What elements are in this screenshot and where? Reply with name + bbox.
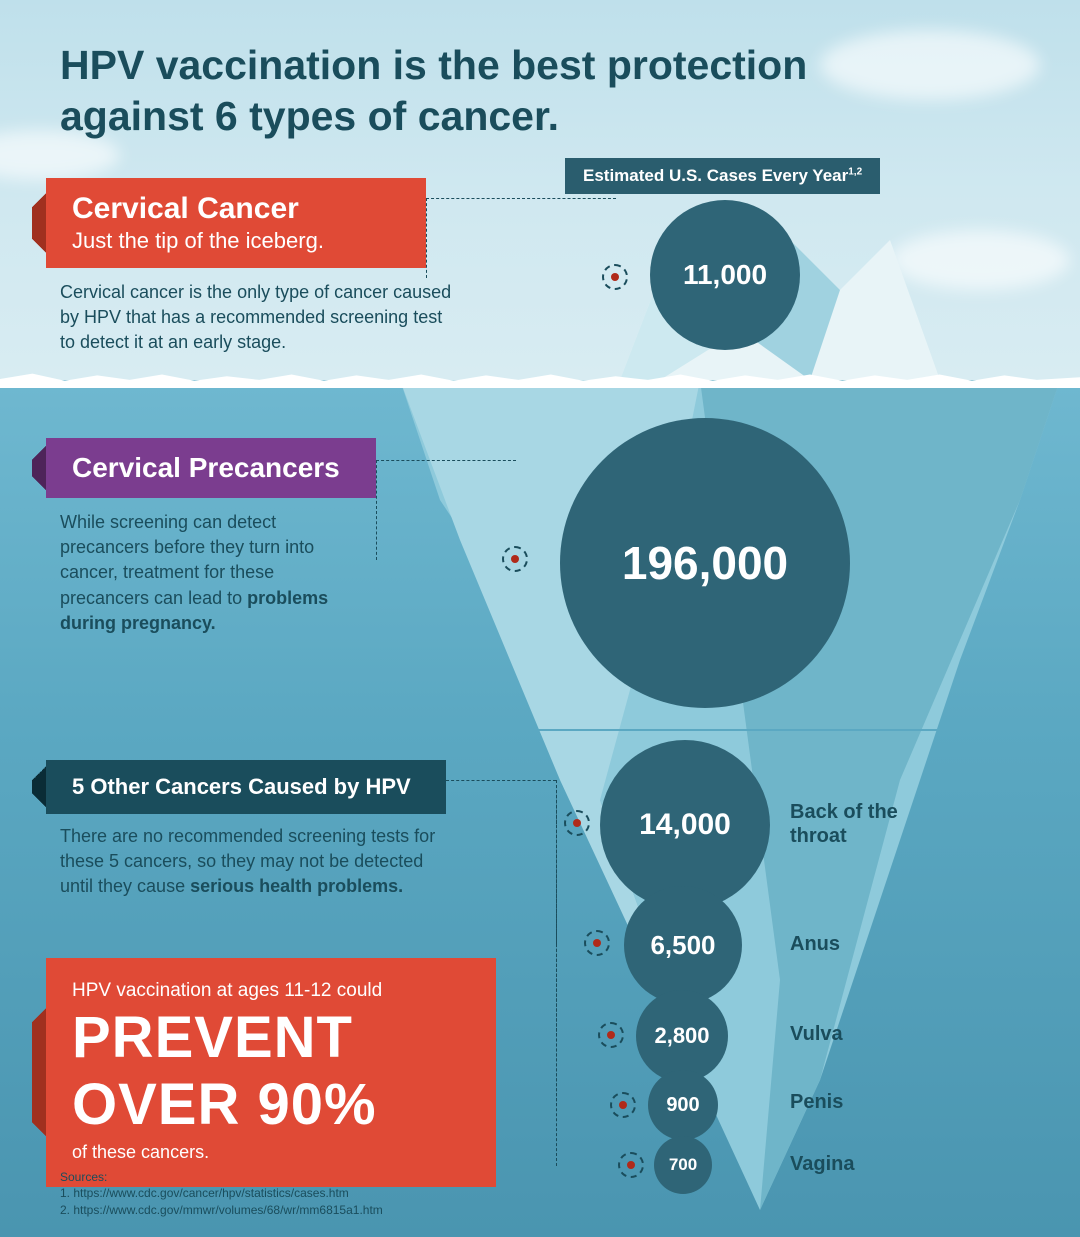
connector-line: [556, 780, 630, 1166]
precancers-heading: Cervical Precancers: [72, 452, 354, 484]
other-label-vagina: Vagina: [790, 1152, 854, 1176]
other-value-throat: 14,000: [639, 808, 731, 842]
estimate-label: Estimated U.S. Cases Every Year1,2: [565, 158, 880, 194]
cervical-cancer-value: 11,000: [683, 259, 767, 291]
other-value-penis: 900: [666, 1094, 699, 1117]
other-label-anus: Anus: [790, 932, 840, 956]
sources-heading: Sources:: [60, 1169, 383, 1186]
prevent-callout: HPV vaccination at ages 11-12 could PREV…: [46, 958, 496, 1187]
cervical-cancer-subheading: Just the tip of the iceberg.: [72, 228, 404, 254]
other-value-vagina: 700: [669, 1155, 697, 1175]
prevent-line1: HPV vaccination at ages 11-12 could: [72, 980, 470, 1002]
precancers-bubble: 196,000: [560, 418, 850, 708]
sources: Sources: 1. https://www.cdc.gov/cancer/h…: [60, 1169, 383, 1219]
prevent-big2: OVER 90%: [72, 1075, 470, 1136]
cervical-cancer-desc: Cervical cancer is the only type of canc…: [60, 280, 460, 356]
connector-line: [376, 460, 516, 560]
connector-line: [426, 198, 616, 278]
precancers-banner: Cervical Precancers: [46, 438, 376, 498]
other-cancers-desc-bold: serious health problems.: [190, 876, 403, 896]
other-cancers-desc: There are no recommended screening tests…: [60, 824, 440, 900]
precancers-value: 196,000: [622, 536, 788, 590]
other-cancers-heading: 5 Other Cancers Caused by HPV: [72, 774, 424, 800]
other-bubble-vulva: 2,800: [636, 990, 728, 1082]
estimate-label-text: Estimated U.S. Cases Every Year: [583, 166, 848, 185]
other-value-vulva: 2,800: [654, 1023, 709, 1049]
sources-1: 1. https://www.cdc.gov/cancer/hpv/statis…: [60, 1185, 383, 1202]
cervical-cancer-banner: Cervical Cancer Just the tip of the iceb…: [46, 178, 426, 268]
connector-line: [446, 780, 556, 781]
cervical-cancer-bubble: 11,000: [650, 200, 800, 350]
other-label-penis: Penis: [790, 1090, 843, 1114]
cervical-cancer-heading: Cervical Cancer: [72, 192, 404, 226]
prevent-big1: PREVENT: [72, 1008, 470, 1069]
other-label-vulva: Vulva: [790, 1022, 843, 1046]
other-bubble-anus: 6,500: [624, 886, 742, 1004]
other-label-throat: Back of the throat: [790, 800, 930, 848]
precancers-desc: While screening can detect precancers be…: [60, 510, 360, 636]
other-value-anus: 6,500: [650, 930, 715, 961]
other-bubble-vagina: 700: [654, 1136, 712, 1194]
other-cancers-banner: 5 Other Cancers Caused by HPV: [46, 760, 446, 814]
prevent-line3: of these cancers.: [72, 1142, 470, 1163]
target-icon: [602, 264, 628, 290]
page-title: HPV vaccination is the best protection a…: [60, 40, 960, 143]
target-icon: [502, 546, 528, 572]
other-bubble-penis: 900: [648, 1070, 718, 1140]
sources-2: 2. https://www.cdc.gov/mmwr/volumes/68/w…: [60, 1202, 383, 1219]
estimate-label-sup: 1,2: [848, 166, 862, 177]
